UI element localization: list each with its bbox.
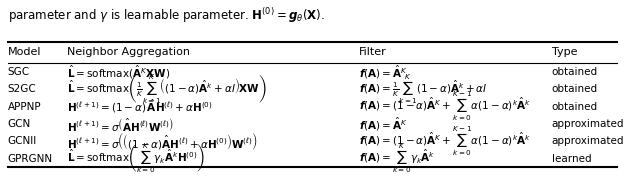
Text: $\mathbf{H}^{(\ell+1)} = \sigma\left(\left((1-\alpha)\hat{\mathbf{A}}\mathbf{H}^: $\mathbf{H}^{(\ell+1)} = \sigma\left(\le… [67, 131, 257, 152]
Text: $\hat{\mathbf{L}} = \mathrm{softmax}\left(\frac{1}{K}\sum_{k=1}^{K}\left((1-\alp: $\hat{\mathbf{L}} = \mathrm{softmax}\lef… [67, 73, 266, 106]
Text: $\boldsymbol{f}(\mathbf{A}) = \sum_{k=0}^{K}\gamma_{k}\hat{\mathbf{A}}^{k}$: $\boldsymbol{f}(\mathbf{A}) = \sum_{k=0}… [359, 142, 435, 175]
Text: $\hat{\mathbf{L}} = \mathrm{softmax}(\hat{\mathbf{A}}^{K}\mathbf{X}\mathbf{W})$: $\hat{\mathbf{L}} = \mathrm{softmax}(\ha… [67, 63, 170, 81]
Text: learned: learned [552, 154, 591, 164]
Text: Model: Model [8, 47, 41, 57]
Text: Neighbor Aggregation: Neighbor Aggregation [67, 47, 189, 57]
Text: $\mathbf{H}^{(\ell+1)} = (1-\alpha)\,\hat{\mathbf{A}}\mathbf{H}^{(\ell)}+\alpha\: $\mathbf{H}^{(\ell+1)} = (1-\alpha)\,\ha… [67, 98, 212, 115]
Text: Type: Type [552, 47, 577, 57]
Text: GCN: GCN [8, 119, 31, 129]
Text: obtained: obtained [552, 67, 598, 77]
Text: GCNII: GCNII [8, 136, 37, 146]
Text: approximated: approximated [552, 136, 624, 146]
Text: parameter and $\gamma$ is learnable parameter. $\mathbf{H}^{(0)} = \boldsymbol{g: parameter and $\gamma$ is learnable para… [8, 6, 324, 25]
Text: APPNP: APPNP [8, 102, 41, 112]
Text: GPRGNN: GPRGNN [8, 154, 52, 164]
Text: obtained: obtained [552, 84, 598, 94]
Text: $\boldsymbol{f}(\mathbf{A}) = \hat{\mathbf{A}}^{K}$: $\boldsymbol{f}(\mathbf{A}) = \hat{\math… [359, 63, 408, 81]
Text: $\boldsymbol{f}(\mathbf{A}) = (1-\alpha)\hat{\mathbf{A}}^{K}+\sum_{k=0}^{K-1}\al: $\boldsymbol{f}(\mathbf{A}) = (1-\alpha)… [359, 125, 531, 158]
Text: $\hat{\mathbf{L}} = \mathrm{softmax}\left(\sum_{k=0}^{K}\gamma_{k}\hat{\mathbf{A: $\hat{\mathbf{L}} = \mathrm{softmax}\lef… [67, 142, 205, 175]
Text: $\boldsymbol{f}(\mathbf{A}) = \hat{\mathbf{A}}^{K}$: $\boldsymbol{f}(\mathbf{A}) = \hat{\math… [359, 115, 408, 133]
Text: Filter: Filter [359, 47, 387, 57]
Text: SGC: SGC [8, 67, 29, 77]
Text: obtained: obtained [552, 102, 598, 112]
Text: $\mathbf{H}^{(\ell+1)} = \sigma\left(\hat{\mathbf{A}}\mathbf{H}^{(\ell)}\mathbf{: $\mathbf{H}^{(\ell+1)} = \sigma\left(\ha… [67, 116, 173, 133]
Text: approximated: approximated [552, 119, 624, 129]
Text: S2GC: S2GC [8, 84, 36, 94]
Text: $\boldsymbol{f}(\mathbf{A}) = \frac{1}{K}\sum_{k=1}^{K}(1-\alpha)\hat{\mathbf{A}: $\boldsymbol{f}(\mathbf{A}) = \frac{1}{K… [359, 73, 487, 106]
Text: $\boldsymbol{f}(\mathbf{A}) = (1-\alpha)\hat{\mathbf{A}}^{K}+\sum_{k=0}^{K-1}\al: $\boldsymbol{f}(\mathbf{A}) = (1-\alpha)… [359, 90, 531, 123]
